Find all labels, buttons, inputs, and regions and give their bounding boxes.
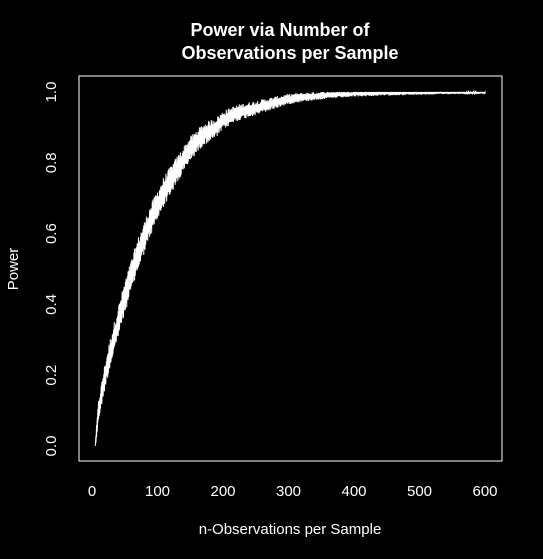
x-tick-label: 500 — [407, 483, 432, 500]
y-tick-label: 0.6 — [43, 223, 60, 244]
x-axis: 0 100 200 300 400 500 600 — [88, 483, 498, 500]
chart-title-line-1: Power via Number of — [190, 20, 370, 40]
x-axis-label: n-Observations per Sample — [199, 521, 382, 538]
chart-title-line-2: Observations per Sample — [181, 43, 398, 63]
y-axis: 0.0 0.2 0.4 0.6 0.8 1.0 — [43, 82, 60, 457]
y-tick-label: 0.2 — [43, 365, 60, 386]
x-tick-label: 0 — [88, 483, 96, 500]
power-series-line — [94, 90, 486, 447]
y-axis-label: Power — [5, 248, 22, 291]
y-tick-label: 0.0 — [43, 436, 60, 457]
x-tick-label: 200 — [210, 483, 235, 500]
x-tick-label: 300 — [276, 483, 301, 500]
series-layer — [94, 90, 486, 447]
y-tick-label: 0.8 — [43, 152, 60, 173]
plot-frame — [78, 75, 503, 462]
y-tick-label: 0.4 — [43, 294, 60, 315]
x-tick-label: 600 — [472, 483, 497, 500]
x-tick-label: 100 — [145, 483, 170, 500]
y-tick-label: 1.0 — [43, 82, 60, 103]
x-tick-label: 400 — [341, 483, 366, 500]
